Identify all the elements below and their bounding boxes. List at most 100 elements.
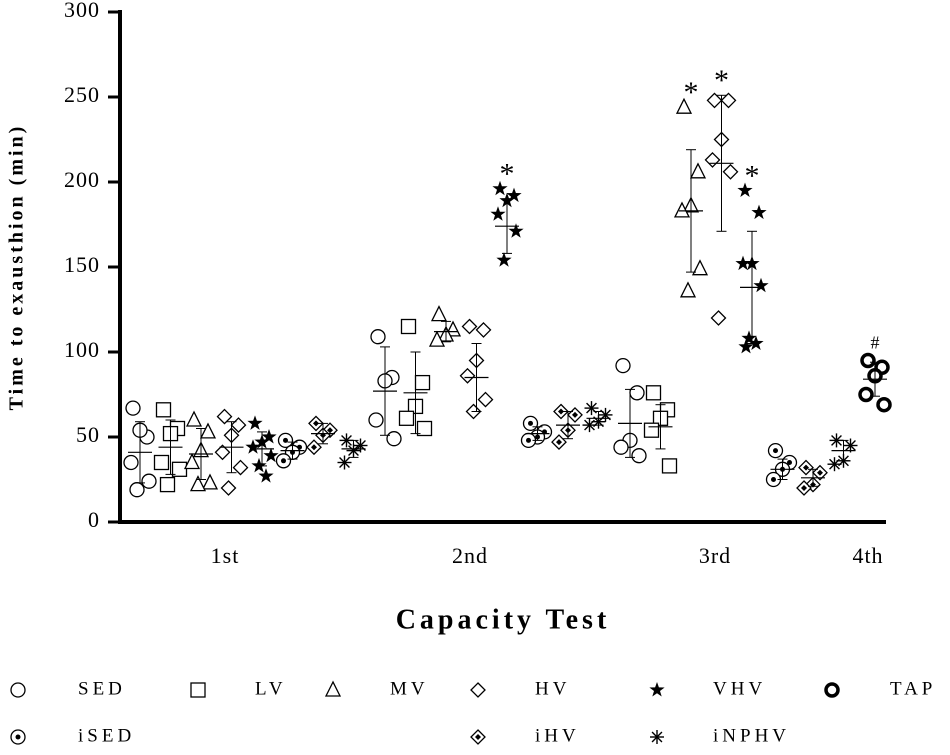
point [459,367,476,384]
point [398,410,415,426]
point [216,408,233,425]
annotation: * [500,158,515,191]
legend-label: iHV [535,725,580,746]
point [631,448,647,464]
point [414,374,431,391]
point [522,415,539,432]
point [368,412,384,428]
point [337,455,352,470]
y-tick-label: 200 [64,167,100,192]
annotation: * [684,76,699,109]
point [796,480,812,496]
legend-label: TAP [890,678,936,699]
point [710,310,727,326]
point [400,318,417,335]
point [199,422,217,439]
point [339,433,354,448]
point [613,439,629,455]
point [251,457,267,473]
legend-symbol [10,682,26,698]
point [277,432,294,449]
x-tick-label: 3rd [699,543,731,568]
point [765,471,782,488]
legend-label: VHV [713,678,766,699]
point [661,458,678,474]
point [386,431,402,447]
point [582,418,597,433]
point [506,187,522,203]
point [860,352,876,369]
y-axis-title: Time to exausthion (min) [6,124,28,411]
y-tick-label: 250 [64,82,100,107]
legend-symbol [650,730,664,744]
point [689,162,707,179]
point [704,151,721,168]
point [735,255,751,271]
point [155,402,172,418]
point [220,480,237,496]
point [245,439,261,454]
point [214,444,231,461]
point [675,97,693,114]
legend-label: HV [535,678,570,699]
point [261,429,277,444]
point [508,223,524,238]
point [720,92,737,109]
point [738,338,754,354]
point [751,204,767,220]
point [370,329,386,345]
point [428,330,446,347]
point [553,403,569,420]
annotation: # [871,333,880,353]
point [767,442,784,459]
point [308,415,324,432]
point [444,320,462,337]
legend-label: iSED [78,725,135,746]
point [679,281,697,298]
point [748,335,764,350]
legend-label: SED [78,678,126,699]
legend-label: MV [390,678,429,699]
y-tick-label: 100 [64,337,100,362]
point [827,457,842,472]
point [643,422,660,438]
point [737,182,753,197]
point [584,401,599,416]
point [615,357,631,374]
point [129,482,145,498]
point [141,473,157,489]
x-axis-title: Capacity Test [396,604,611,635]
legend-label: iNPHV [713,725,790,746]
point [183,453,201,470]
point [171,461,188,477]
point [492,180,508,196]
point [247,415,263,430]
point [798,459,814,476]
point [416,420,433,437]
x-tick-label: 2nd [452,543,488,568]
point [123,454,139,471]
point [496,252,512,267]
legend-symbol [190,682,206,698]
point [741,330,757,345]
legend-symbol [10,729,26,745]
legend-symbol [324,680,342,697]
legend-symbol [824,682,840,698]
point [645,385,662,401]
x-tick-label: 4th [852,543,883,568]
point [306,439,322,456]
legend-symbol [470,729,486,745]
point [263,447,279,463]
y-tick-label: 50 [76,422,100,447]
y-tick-label: 0 [88,507,100,532]
point [673,201,691,218]
point [477,391,494,408]
point [461,318,478,335]
point [475,321,492,338]
annotation: * [745,159,760,192]
point [125,400,141,416]
point [722,163,739,180]
point [629,385,645,401]
point [275,453,292,469]
